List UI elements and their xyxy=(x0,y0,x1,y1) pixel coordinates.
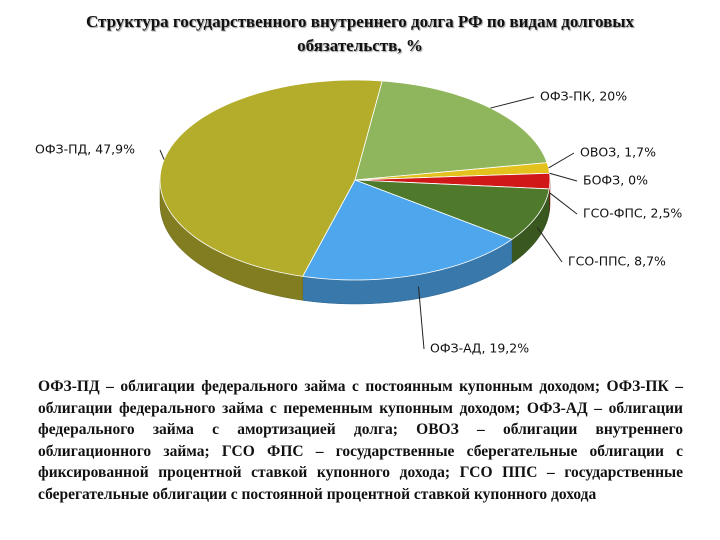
slice xyxy=(302,179,513,281)
leader-line xyxy=(417,286,425,350)
data-label: ГСО-ППС, 8,7% xyxy=(568,254,666,269)
chart-title: Структура государственного внутреннего д… xyxy=(85,12,635,55)
leader-line xyxy=(549,192,578,215)
leader-line xyxy=(536,227,563,263)
slice xyxy=(159,79,383,277)
leader-line xyxy=(549,172,578,182)
slice xyxy=(354,80,548,181)
leader-line xyxy=(159,149,165,160)
data-label: ОФЗ-ПК, 20% xyxy=(540,89,627,104)
data-label: ОФЗ-ПД, 47,9% xyxy=(35,142,135,157)
leader-line xyxy=(490,96,535,109)
slice xyxy=(354,179,550,240)
leader-line xyxy=(548,152,575,169)
data-label: ГСО-ФПС, 2,5% xyxy=(583,206,682,221)
data-label: ОФЗ-АД, 19,2% xyxy=(430,341,529,356)
data-label: БОФЗ, 0% xyxy=(583,173,648,188)
data-label: ОВОЗ, 1,7% xyxy=(580,145,656,160)
chart: ОФЗ-ПК, 20% ОВОЗ, 1,7% БОФЗ, 0% ГСО-ФПС, 2,… xyxy=(35,79,682,356)
legend-note: ОФЗ-ПД – облигации федерального займа с … xyxy=(38,378,683,503)
